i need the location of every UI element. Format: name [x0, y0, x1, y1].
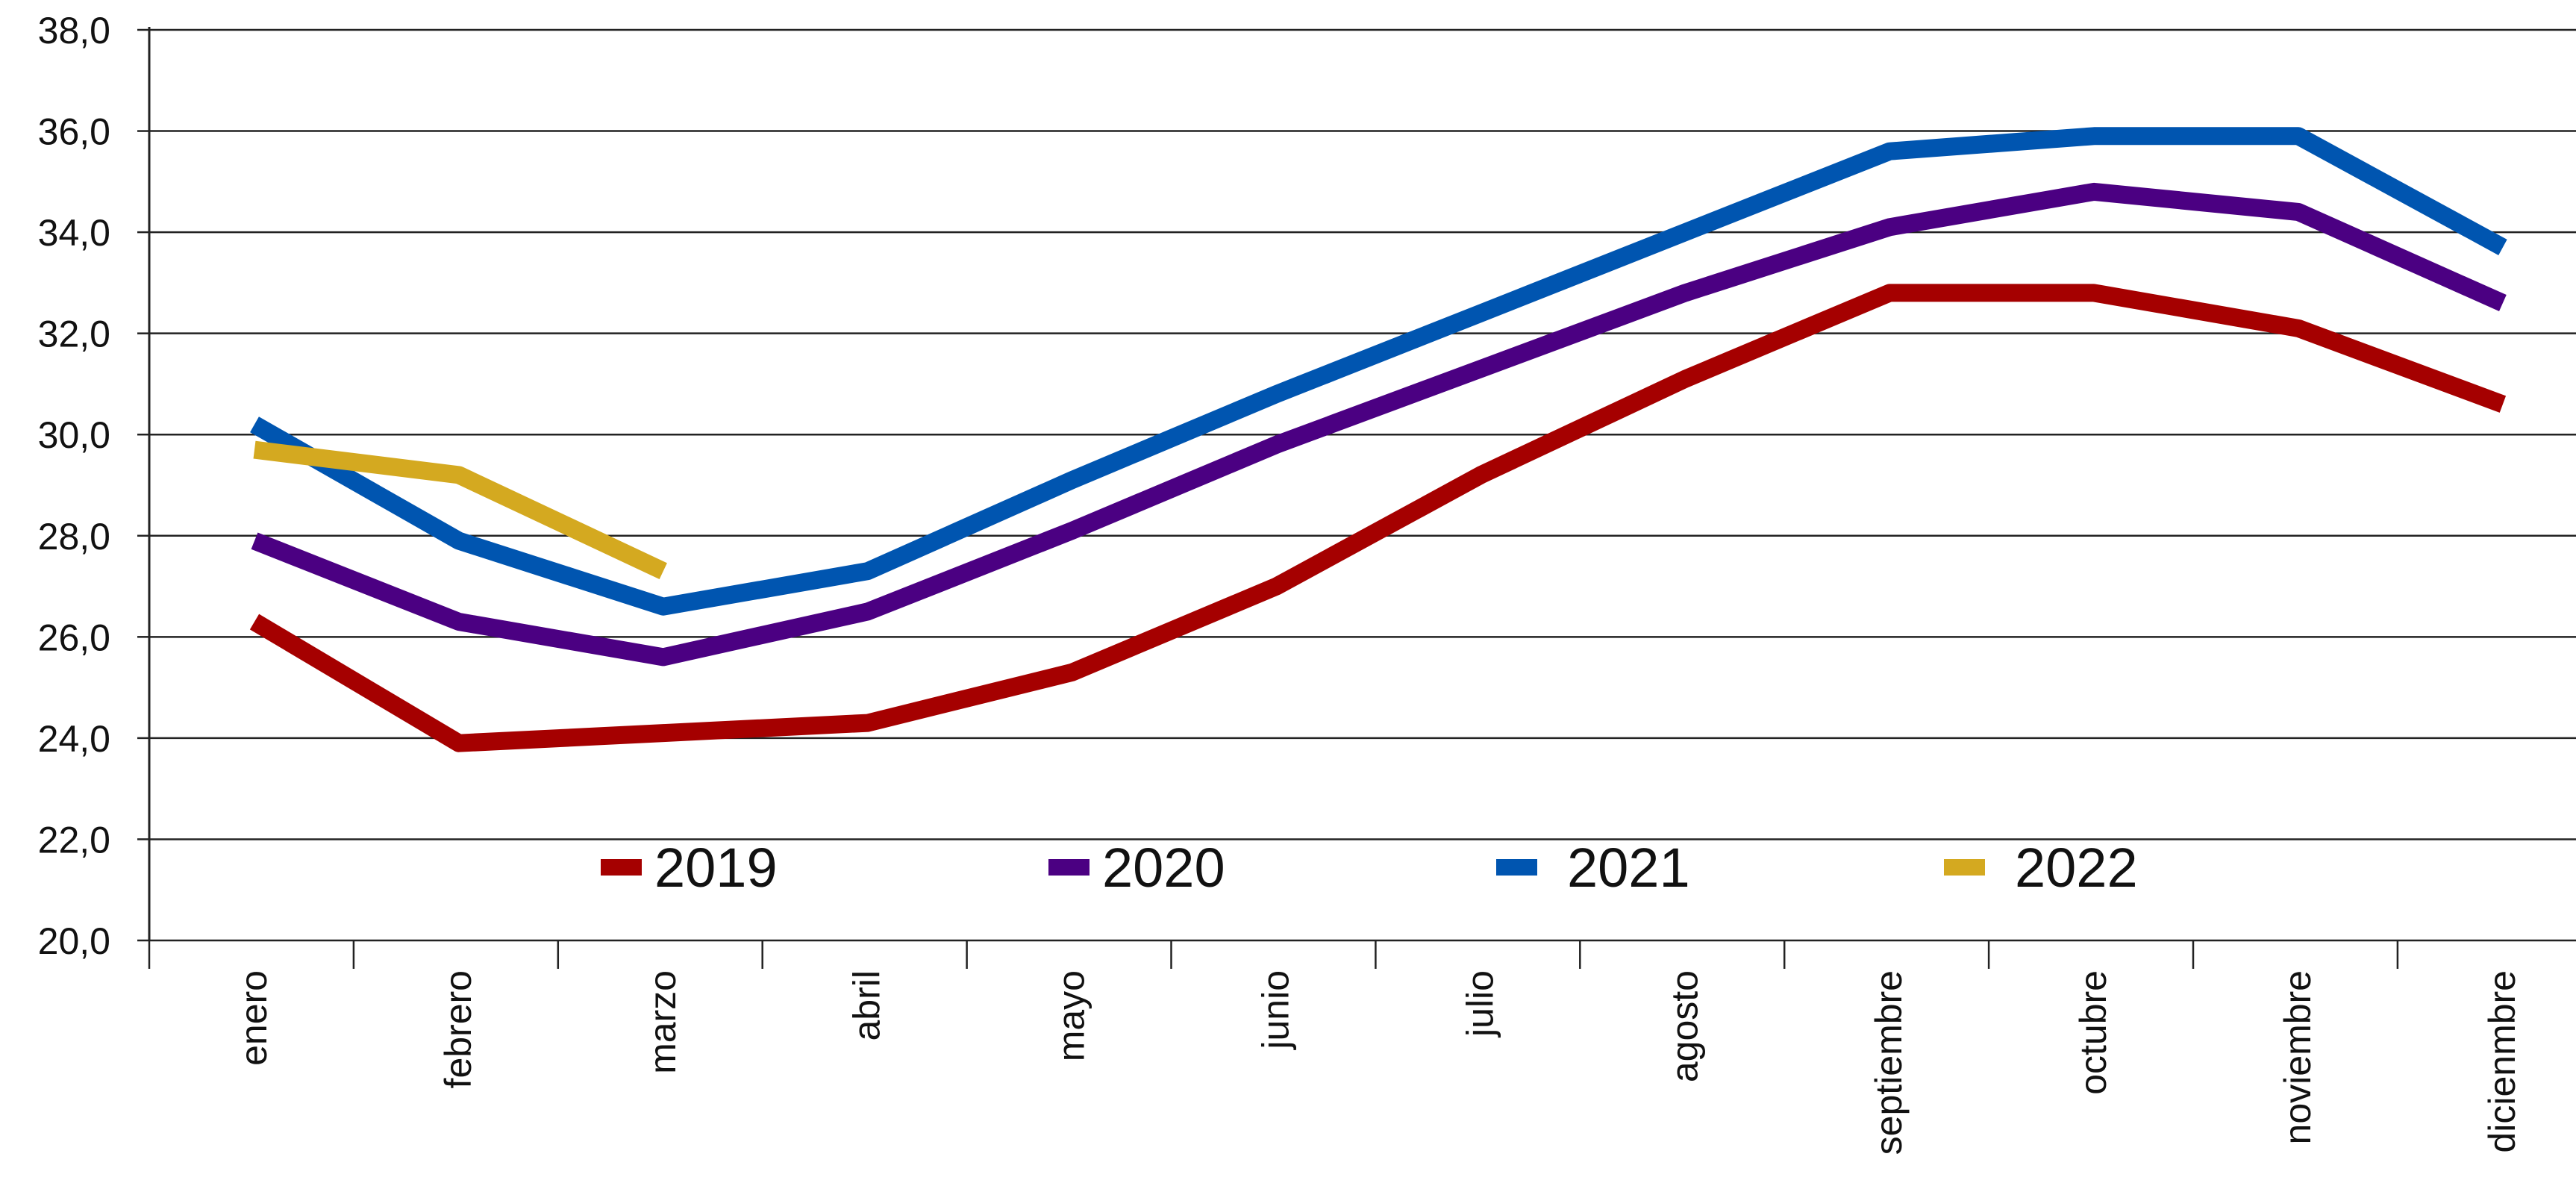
series-line-2022 [253, 440, 667, 580]
series-line-2019 [249, 284, 2507, 752]
legend-swatch-2022 [1944, 859, 1985, 876]
series-line-2020 [251, 182, 2507, 667]
x-tick-label: junio [1255, 970, 1297, 1051]
x-tick-label: febrero [437, 970, 479, 1088]
y-tick-label: 38,0 [38, 10, 110, 52]
legend-label-2019: 2019 [654, 837, 778, 899]
x-tick-label: julio [1459, 970, 1501, 1038]
legend-swatch-2019 [601, 859, 642, 876]
y-tick-label: 24,0 [38, 718, 110, 760]
series-layer [249, 127, 2507, 752]
y-tick-label: 22,0 [38, 819, 110, 861]
series-line-2021 [250, 127, 2507, 616]
legend: 2019 2020 2021 2022 [601, 837, 2138, 899]
y-tick-label: 36,0 [38, 111, 110, 153]
legend-swatch-2020 [1048, 859, 1090, 876]
axis-layer: 20,0 22,0 24,0 26,0 28,0 30,0 32,0 34,0 36,0 38,0… [38, 10, 2523, 1155]
x-tick-label: mayo [1051, 970, 1092, 1061]
y-tick-label: 20,0 [38, 920, 110, 962]
legend-swatch-2021 [1496, 859, 1537, 876]
y-tick-label: 32,0 [38, 313, 110, 355]
y-tick-label: 28,0 [38, 516, 110, 558]
x-tick-label: abril [846, 970, 888, 1040]
grid-layer [149, 28, 2576, 942]
x-tick-label: septiembre [1868, 970, 1910, 1155]
x-tick-label: dicienmbre [2481, 970, 2523, 1153]
x-tick-label: noviembre [2277, 970, 2319, 1144]
legend-label-2021: 2021 [1567, 837, 1690, 899]
x-tick-label: agosto [1663, 970, 1705, 1082]
legend-label-2020: 2020 [1102, 837, 1225, 899]
y-tick-label: 34,0 [38, 212, 110, 254]
y-tick-label: 26,0 [38, 617, 110, 658]
y-tick-label: 30,0 [38, 414, 110, 456]
x-tick-label: marzo [642, 970, 684, 1074]
x-tick-label: enero [233, 970, 275, 1066]
legend-label-2022: 2022 [2015, 837, 2138, 899]
x-tick-label: octubre [2072, 970, 2114, 1095]
